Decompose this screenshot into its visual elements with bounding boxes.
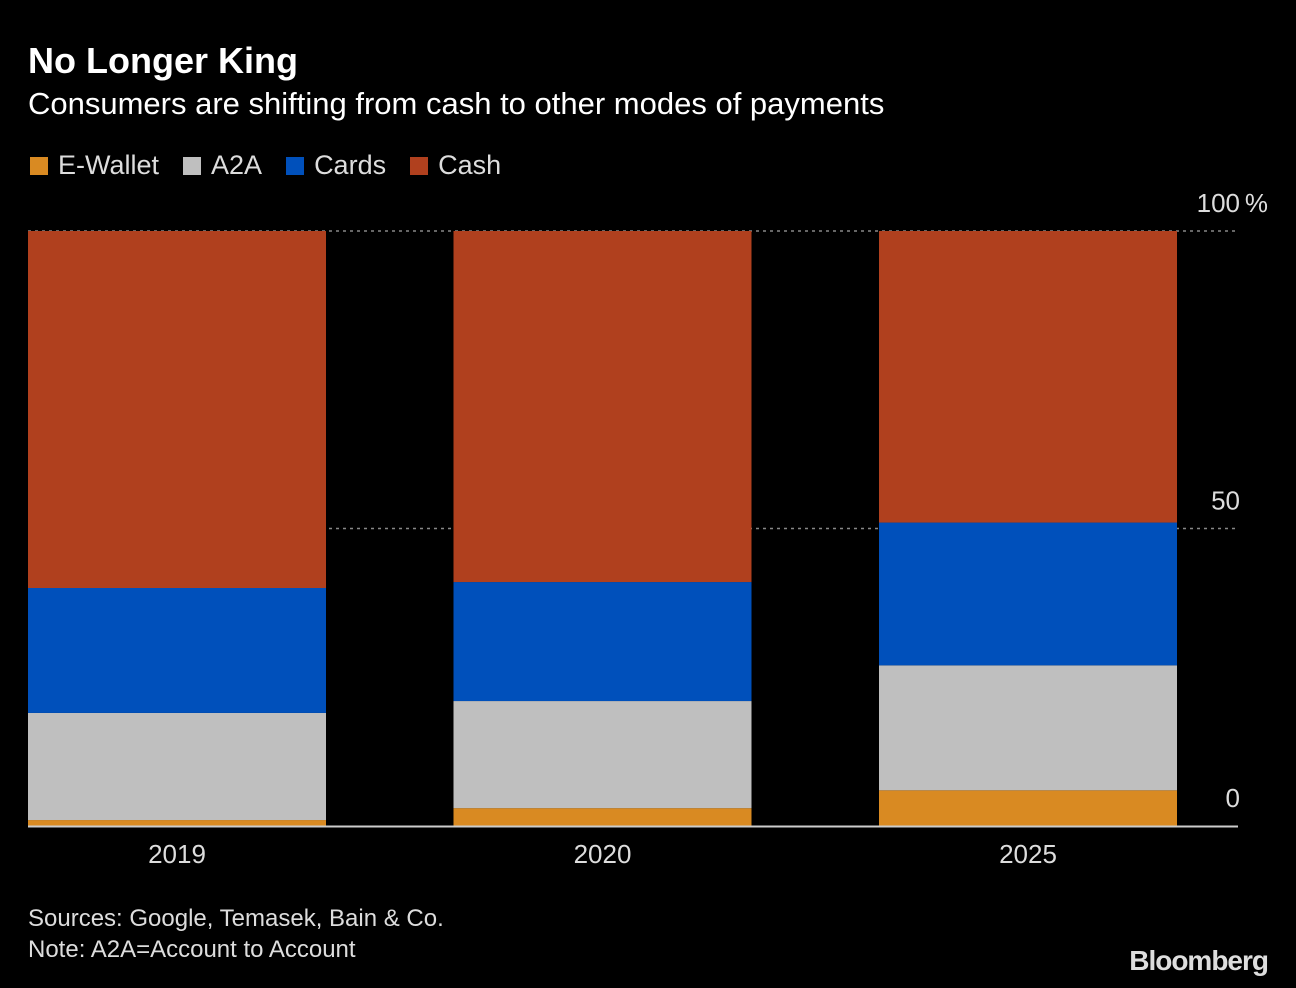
x-tick-label: 2020 (574, 839, 632, 869)
legend-item: A2A (183, 150, 262, 181)
y-unit-label: % (1245, 188, 1268, 218)
bloomberg-logo: Bloomberg (1129, 945, 1269, 976)
legend-swatch (30, 156, 48, 175)
bar-segment-a2a (879, 665, 1177, 791)
legend-item: Cards (286, 150, 386, 181)
legend-label: Cash (438, 150, 502, 180)
legend-label: E-Wallet (58, 150, 160, 180)
chart-subtitle: Consumers are shifting from cash to othe… (28, 86, 885, 121)
chart-title: No Longer King (28, 40, 298, 81)
bar-segment-e-wallet (28, 820, 326, 826)
legend-label: Cards (314, 150, 387, 180)
legend-swatch (183, 156, 202, 175)
legend-swatch (286, 156, 305, 175)
bar-segment-e-wallet (879, 790, 1177, 826)
legend-swatch (410, 156, 429, 175)
bar-segment-a2a (28, 712, 326, 821)
x-tick-label: 2019 (148, 839, 206, 869)
bar-segment-cards (453, 582, 752, 702)
bar-segment-cash (879, 231, 1177, 523)
y-tick-label: 0 (1226, 783, 1240, 813)
bar-segment-cash (28, 231, 326, 588)
sources-note: Sources: Google, Temasek, Bain & Co. (28, 905, 444, 932)
bar-segment-cards (879, 522, 1177, 666)
y-tick-label: 50 (1211, 486, 1240, 516)
legend-item: Cash (410, 150, 501, 181)
bar-segment-e-wallet (453, 808, 752, 826)
legend-label: A2A (211, 150, 263, 180)
bar-segment-a2a (453, 701, 752, 809)
legend-item: E-Wallet (30, 150, 159, 181)
bar-segment-cards (28, 588, 326, 713)
x-tick-label: 2025 (999, 839, 1057, 869)
legend: E-Wallet A2A Cards Cash (30, 150, 525, 181)
footnote: Note: A2A=Account to Account (28, 936, 356, 963)
y-tick-label: 100 (1197, 188, 1240, 218)
bar-segment-cash (453, 231, 752, 583)
